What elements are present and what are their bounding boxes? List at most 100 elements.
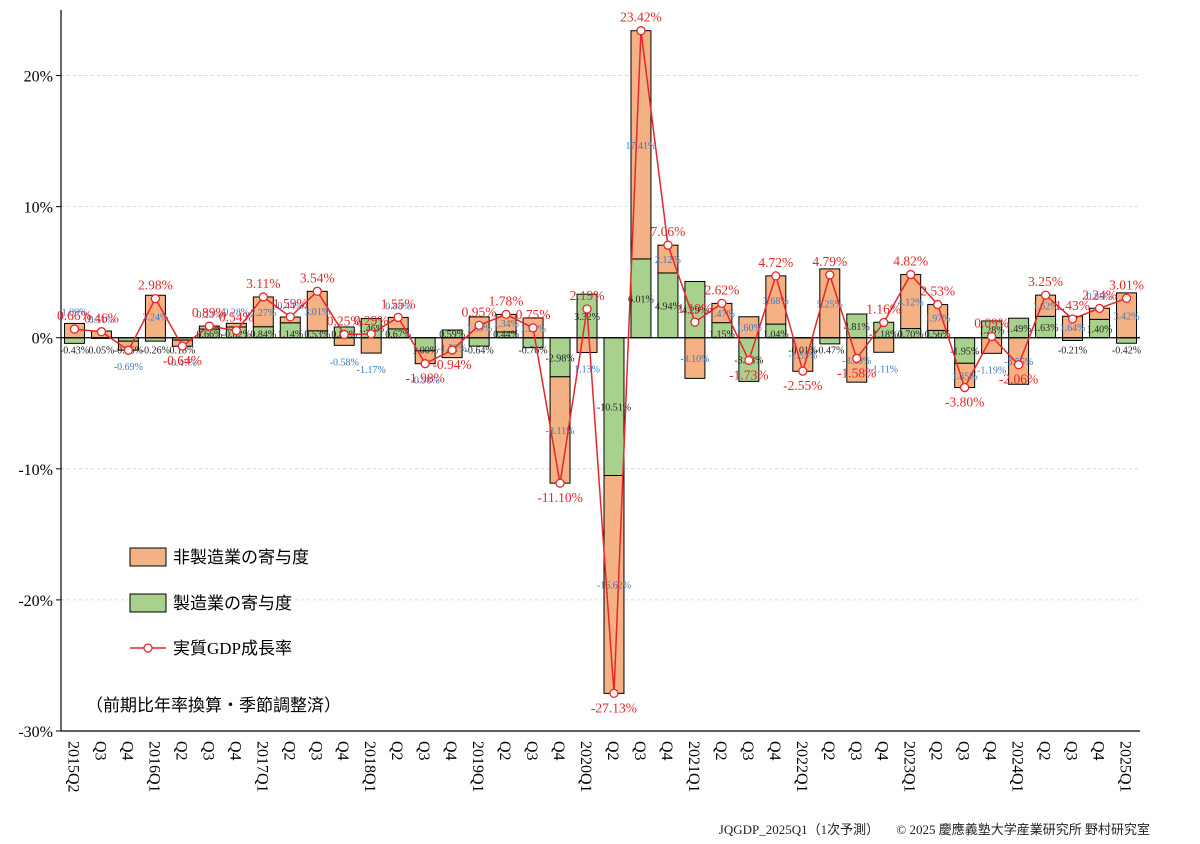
x-tick-label: 2024Q1 xyxy=(1009,741,1026,793)
x-tick-label: Q2 xyxy=(928,741,945,761)
gdp-point xyxy=(231,325,241,336)
gdp-point xyxy=(366,329,376,339)
label-non-manufacturing: 4.12% xyxy=(898,298,924,309)
label-manufacturing: 0.18% xyxy=(169,346,195,357)
label-manufacturing: -0.01% xyxy=(788,346,817,357)
gdp-label: -27.13% xyxy=(591,700,637,715)
x-tick-label: Q3 xyxy=(739,741,756,761)
label-non-manufacturing: 0.51% xyxy=(89,315,115,326)
x-tick-label: Q4 xyxy=(982,741,999,761)
gdp-line xyxy=(74,30,1127,694)
gdp-point xyxy=(879,317,889,328)
x-tick-label: Q3 xyxy=(847,741,864,761)
gdp-point xyxy=(420,359,430,369)
x-tick-label: Q2 xyxy=(388,741,405,761)
bar-manufacturing xyxy=(1116,337,1137,344)
gdp-label: 0.89% xyxy=(192,305,227,320)
label-manufacturing: -0.43% xyxy=(60,346,89,357)
gdp-label: 4.72% xyxy=(758,255,793,270)
gdp-point xyxy=(933,299,943,310)
gdp-point xyxy=(986,331,997,342)
gdp-point xyxy=(204,321,215,331)
label-non-manufacturing: 3.68% xyxy=(763,296,789,307)
gdp-label: 2.19% xyxy=(570,288,605,303)
gdp-point xyxy=(555,478,565,488)
x-tick-label: Q4 xyxy=(658,741,675,761)
gdp-point xyxy=(825,270,835,280)
x-tick-label: Q3 xyxy=(307,741,324,761)
x-tick-label: Q4 xyxy=(118,741,135,761)
label-non-manufacturing: 0.88% xyxy=(385,301,411,312)
x-tick-label: Q3 xyxy=(91,741,108,761)
gdp-label: -3.80% xyxy=(945,395,984,410)
label-manufacturing: -1.95% xyxy=(950,347,979,358)
label-non-manufacturing: 1.85% xyxy=(952,371,978,382)
legend-label: 実質GDP成長率 xyxy=(173,639,292,658)
gdp-label: 0.66% xyxy=(57,308,92,323)
label-non-manufacturing: -2.55% xyxy=(788,351,817,362)
bar-non-manufacturing xyxy=(360,337,382,354)
x-tick-label: Q2 xyxy=(712,741,729,761)
gdp-point xyxy=(447,345,457,355)
gdp-label: 0.75% xyxy=(516,307,551,322)
x-tick-label: 2019Q1 xyxy=(469,741,486,793)
gdp-point xyxy=(285,312,295,322)
gdp-point xyxy=(582,304,592,314)
gdp-label: 0.95% xyxy=(462,304,497,319)
label-non-manufacturing: 1.47% xyxy=(709,309,735,320)
label-non-manufacturing: 1.34% xyxy=(493,319,519,330)
x-tick-label: Q4 xyxy=(766,741,783,761)
label-non-manufacturing: -0.98% xyxy=(411,376,440,387)
label-manufacturing: 1.14% xyxy=(277,330,303,341)
x-tick-label: Q4 xyxy=(1090,741,1107,761)
x-tick-label: 2021Q1 xyxy=(685,741,702,793)
label-manufacturing: 1.28% xyxy=(979,325,1005,336)
label-manufacturing: 1.40% xyxy=(1087,325,1113,336)
x-tick-label: 2022Q1 xyxy=(793,741,810,793)
legend-label: 非製造業の寄与度 xyxy=(173,548,309,567)
legend-swatch xyxy=(129,547,167,567)
gdp-label: 0.46% xyxy=(84,311,119,326)
gdp-label: 0.54% xyxy=(219,310,254,325)
gdp-label: 3.25% xyxy=(1028,274,1063,289)
label-non-manufacturing: 3.24% xyxy=(142,312,168,323)
label-manufacturing: 6.01% xyxy=(628,294,654,305)
gdp-label: 4.82% xyxy=(893,254,928,269)
label-manufacturing: -0.47% xyxy=(815,346,844,357)
gdp-point xyxy=(1094,303,1105,314)
gdp-label: 1.55% xyxy=(381,296,416,311)
y-tick-label: 10% xyxy=(24,200,53,217)
label-non-manufacturing: 0.28% xyxy=(223,307,249,318)
label-manufacturing: 4.81% xyxy=(844,322,870,333)
gdp-label: 3.01% xyxy=(1109,277,1144,292)
x-tick-label: Q2 xyxy=(604,741,621,761)
x-tick-label: Q3 xyxy=(955,741,972,761)
gdp-label: 1.78% xyxy=(489,293,524,308)
x-tick-label: 2018Q1 xyxy=(361,741,378,793)
x-tick-label: 2020Q1 xyxy=(577,741,594,793)
gdp-label: 2.53% xyxy=(920,284,955,299)
footer-copyright: © 2025 慶應義塾大学産業研究所 野村研究室 xyxy=(896,822,1150,837)
x-tick-label: Q3 xyxy=(415,741,432,761)
gdp-point xyxy=(501,309,511,320)
label-manufacturing: 1.00% xyxy=(412,346,438,357)
label-non-manufacturing: -1.11% xyxy=(869,364,898,375)
footer-source: JQGDP_2025Q1（1次予測） xyxy=(718,822,880,837)
gdp-label: 1.16% xyxy=(866,302,901,317)
label-manufacturing: -1.18% xyxy=(869,330,898,341)
gdp-point xyxy=(690,317,700,327)
x-tick-label: Q4 xyxy=(226,741,243,761)
x-tick-label: Q2 xyxy=(496,741,513,761)
gdp-point xyxy=(474,320,484,330)
gdp-point xyxy=(1121,293,1132,303)
gdp-label: 7.06% xyxy=(651,224,686,239)
gdp-label: 3.11% xyxy=(246,276,280,291)
x-tick-label: Q2 xyxy=(1036,741,1053,761)
gdp-point xyxy=(177,341,188,351)
chart-note: （前期比年率換算・季節調整済） xyxy=(86,696,341,715)
gdp-label: 4.79% xyxy=(812,254,847,269)
gdp-point xyxy=(717,298,727,309)
label-non-manufacturing: 0.23% xyxy=(196,310,222,321)
label-non-manufacturing: 1.97% xyxy=(925,313,951,324)
